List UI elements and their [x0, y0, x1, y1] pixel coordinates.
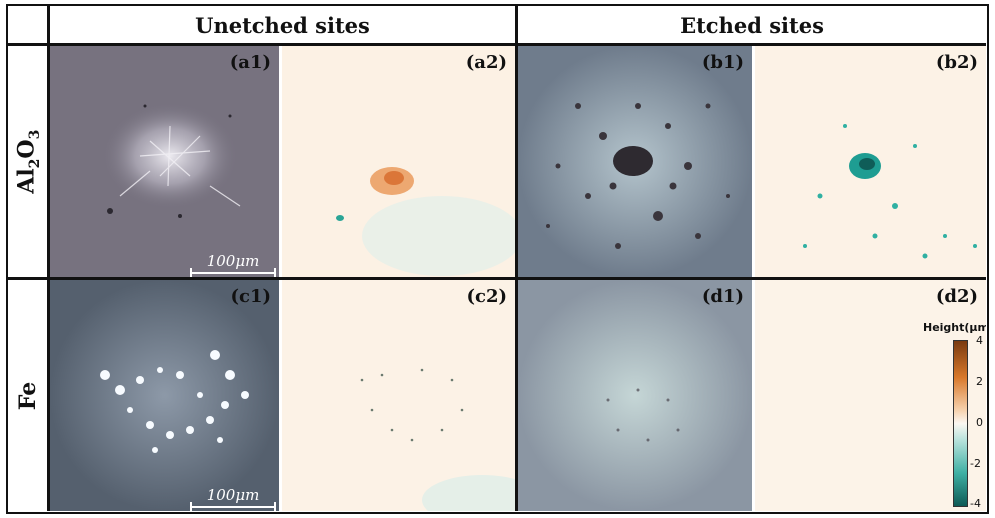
column-divider [515, 6, 518, 511]
panel-label-c2: (c2) [466, 286, 507, 307]
row-header-fe: Fe [8, 280, 48, 511]
scale-bar-a1: 100μm [190, 252, 276, 277]
panel-label-b2: (b2) [935, 52, 978, 73]
panel-c1-micrograph: (c1) 100μm [50, 280, 279, 511]
a2-image [282, 46, 515, 277]
panel-d1-micrograph: (d1) [518, 280, 752, 511]
header-divider [8, 43, 986, 46]
panel-label-b1: (b1) [701, 52, 744, 73]
scale-bar-label: 100μm [206, 252, 260, 270]
panel-d2-height-map: (d2) Height(μm) 4 2 0 -2 -4 [755, 280, 986, 511]
panel-a1-micrograph: (a1) 100μm [50, 46, 279, 277]
row-label-fe: Fe [14, 381, 41, 410]
row-label-al2o3: Al2O3 [13, 129, 43, 194]
figure-grid: Unetched sites Etched sites Al2O3 Fe (a1… [6, 4, 989, 514]
panel-c2-height-map: (c2) [282, 280, 515, 511]
colorbar-tick: -2 [970, 457, 981, 470]
panel-b1-micrograph: (b1) [518, 46, 752, 277]
panel-label-d2: (d2) [935, 286, 978, 307]
d1-image [518, 280, 752, 511]
colorbar-title: Height(μm) [923, 321, 986, 334]
row-divider [8, 277, 986, 280]
column-header-unetched: Unetched sites [195, 12, 370, 38]
colorbar [953, 340, 968, 507]
panel-label-a2: (a2) [465, 52, 507, 73]
scale-bar-c1: 100μm [190, 486, 276, 511]
scale-bar-line [190, 502, 276, 511]
panel-label-a1: (a1) [229, 52, 271, 73]
a1-image [50, 46, 279, 277]
rowhead-divider [47, 6, 50, 511]
colorbar-tick: 0 [976, 416, 983, 429]
colorbar-tick: 2 [976, 375, 983, 388]
c2-image [282, 280, 515, 511]
c1-image [50, 280, 279, 511]
scale-bar-label: 100μm [206, 486, 260, 504]
panel-b2-height-map: (b2) [755, 46, 986, 277]
column-header-etched: Etched sites [680, 12, 824, 38]
colorbar-tick: -4 [970, 497, 981, 510]
scale-bar-line [190, 268, 276, 277]
b1-image [518, 46, 752, 277]
panel-a2-height-map: (a2) [282, 46, 515, 277]
panel-label-d1: (d1) [701, 286, 744, 307]
row-header-al2o3: Al2O3 [8, 46, 48, 277]
b2-image [755, 46, 986, 277]
panel-label-c1: (c1) [230, 286, 271, 307]
colorbar-tick: 4 [976, 334, 983, 347]
